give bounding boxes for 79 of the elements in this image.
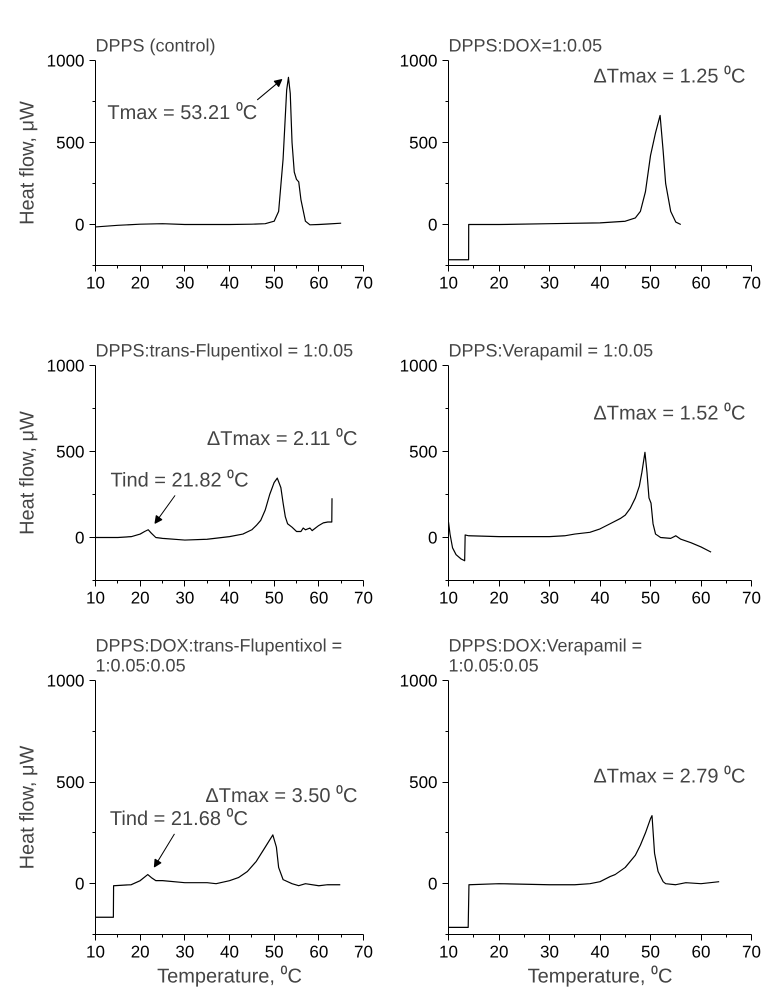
annotation: ΔTmax = 1.52 ⁰C bbox=[593, 401, 746, 424]
y-axis-title: Heat flow, μW bbox=[16, 410, 39, 535]
y-tick-label: 1000 bbox=[400, 672, 438, 690]
x-tick-label: 30 bbox=[540, 274, 559, 292]
y-tick-label: 0 bbox=[428, 528, 438, 548]
x-tick-label: 20 bbox=[130, 588, 150, 608]
x-tick-label: 20 bbox=[490, 588, 508, 608]
x-tick-label: 20 bbox=[130, 274, 150, 292]
x-tick-label: 20 bbox=[490, 274, 508, 292]
y-tick-label: 500 bbox=[56, 134, 85, 152]
x-axis-title: Temperature, ⁰C bbox=[157, 964, 302, 988]
y-tick-label: 1000 bbox=[400, 52, 438, 70]
x-tick-label: 10 bbox=[86, 588, 105, 608]
y-tick-label: 0 bbox=[75, 528, 85, 548]
chart-title: DPPS:DOX:trans-Flupentixol = 1:0.05:0.05 bbox=[96, 636, 342, 676]
y-tick-label: 500 bbox=[409, 442, 438, 462]
x-tick-label: 20 bbox=[490, 942, 508, 962]
x-tick-label: 30 bbox=[540, 588, 559, 608]
x-tick-label: 10 bbox=[86, 942, 105, 962]
y-tick-label: 0 bbox=[75, 874, 85, 894]
y-tick-label: 500 bbox=[409, 773, 438, 792]
annotation: ΔTmax = 2.79 ⁰C bbox=[593, 764, 746, 788]
x-tick-label: 50 bbox=[641, 588, 660, 608]
y-axis-title: Heat flow, μW bbox=[16, 100, 39, 225]
x-tick-label: 60 bbox=[692, 274, 710, 292]
y-tick-label: 1000 bbox=[46, 672, 85, 690]
y-tick-label: 0 bbox=[75, 216, 85, 234]
x-tick-label: 50 bbox=[641, 274, 660, 292]
x-tick-label: 10 bbox=[86, 274, 105, 292]
y-tick-label: 0 bbox=[428, 874, 438, 894]
x-tick-label: 60 bbox=[309, 274, 328, 292]
x-tick-label: 30 bbox=[175, 274, 194, 292]
y-tick-label: 500 bbox=[409, 134, 438, 152]
x-tick-label: 40 bbox=[220, 588, 239, 608]
annotation: Tind = 21.82 ⁰C bbox=[110, 468, 249, 492]
x-tick-label: 50 bbox=[264, 274, 284, 292]
x-tick-label: 40 bbox=[590, 588, 610, 608]
chart-title: DPPS:Verapamil = 1:0.05 bbox=[448, 340, 654, 360]
x-tick-label: 50 bbox=[641, 942, 660, 962]
x-tick-label: 40 bbox=[220, 274, 239, 292]
x-tick-label: 30 bbox=[175, 588, 194, 608]
chart-title: DPPS:DOX=1:0.05 bbox=[448, 36, 602, 56]
x-tick-label: 70 bbox=[354, 274, 373, 292]
x-tick-label: 50 bbox=[264, 588, 284, 608]
x-tick-label: 60 bbox=[309, 588, 328, 608]
x-tick-label: 50 bbox=[264, 942, 284, 962]
chart-title: DPPS:trans-Flupentixol = 1:0.05 bbox=[96, 340, 354, 360]
x-tick-label: 60 bbox=[692, 942, 710, 962]
y-axis-title: Heat flow, μW bbox=[16, 745, 39, 870]
annotation: Tmax = 53.21 ⁰C bbox=[107, 100, 258, 124]
x-axis-title: Temperature, ⁰C bbox=[528, 964, 672, 988]
x-tick-label: 60 bbox=[692, 588, 710, 608]
x-tick-label: 20 bbox=[130, 942, 150, 962]
y-tick-label: 500 bbox=[56, 773, 85, 792]
x-tick-label: 30 bbox=[175, 942, 194, 962]
chart-title: DPPS:DOX:Verapamil = 1:0.05:0.05 bbox=[448, 636, 642, 676]
annotation: ΔTmax = 1.25 ⁰C bbox=[593, 64, 746, 88]
annotation: ΔTmax = 3.50 ⁰C bbox=[205, 784, 358, 807]
x-tick-label: 40 bbox=[590, 274, 610, 292]
x-tick-label: 60 bbox=[309, 942, 328, 962]
x-tick-label: 70 bbox=[742, 588, 761, 608]
y-tick-label: 1000 bbox=[46, 356, 85, 376]
chart-title: DPPS (control) bbox=[96, 36, 216, 56]
y-tick-label: 0 bbox=[428, 216, 438, 234]
annotation: Tind = 21.68 ⁰C bbox=[110, 806, 248, 830]
x-tick-label: 70 bbox=[742, 274, 761, 292]
y-tick-label: 1000 bbox=[46, 52, 85, 70]
x-tick-label: 10 bbox=[439, 588, 458, 608]
x-tick-label: 40 bbox=[220, 942, 239, 962]
x-tick-label: 10 bbox=[439, 942, 458, 962]
x-tick-label: 30 bbox=[540, 942, 559, 962]
x-tick-label: 70 bbox=[354, 588, 373, 608]
x-tick-label: 40 bbox=[590, 942, 610, 962]
annotation: ΔTmax = 2.11 ⁰C bbox=[206, 427, 358, 450]
y-tick-label: 1000 bbox=[400, 356, 438, 376]
x-tick-label: 70 bbox=[742, 942, 761, 962]
x-tick-label: 70 bbox=[354, 942, 373, 962]
x-tick-label: 10 bbox=[439, 274, 458, 292]
y-tick-label: 500 bbox=[56, 442, 85, 462]
